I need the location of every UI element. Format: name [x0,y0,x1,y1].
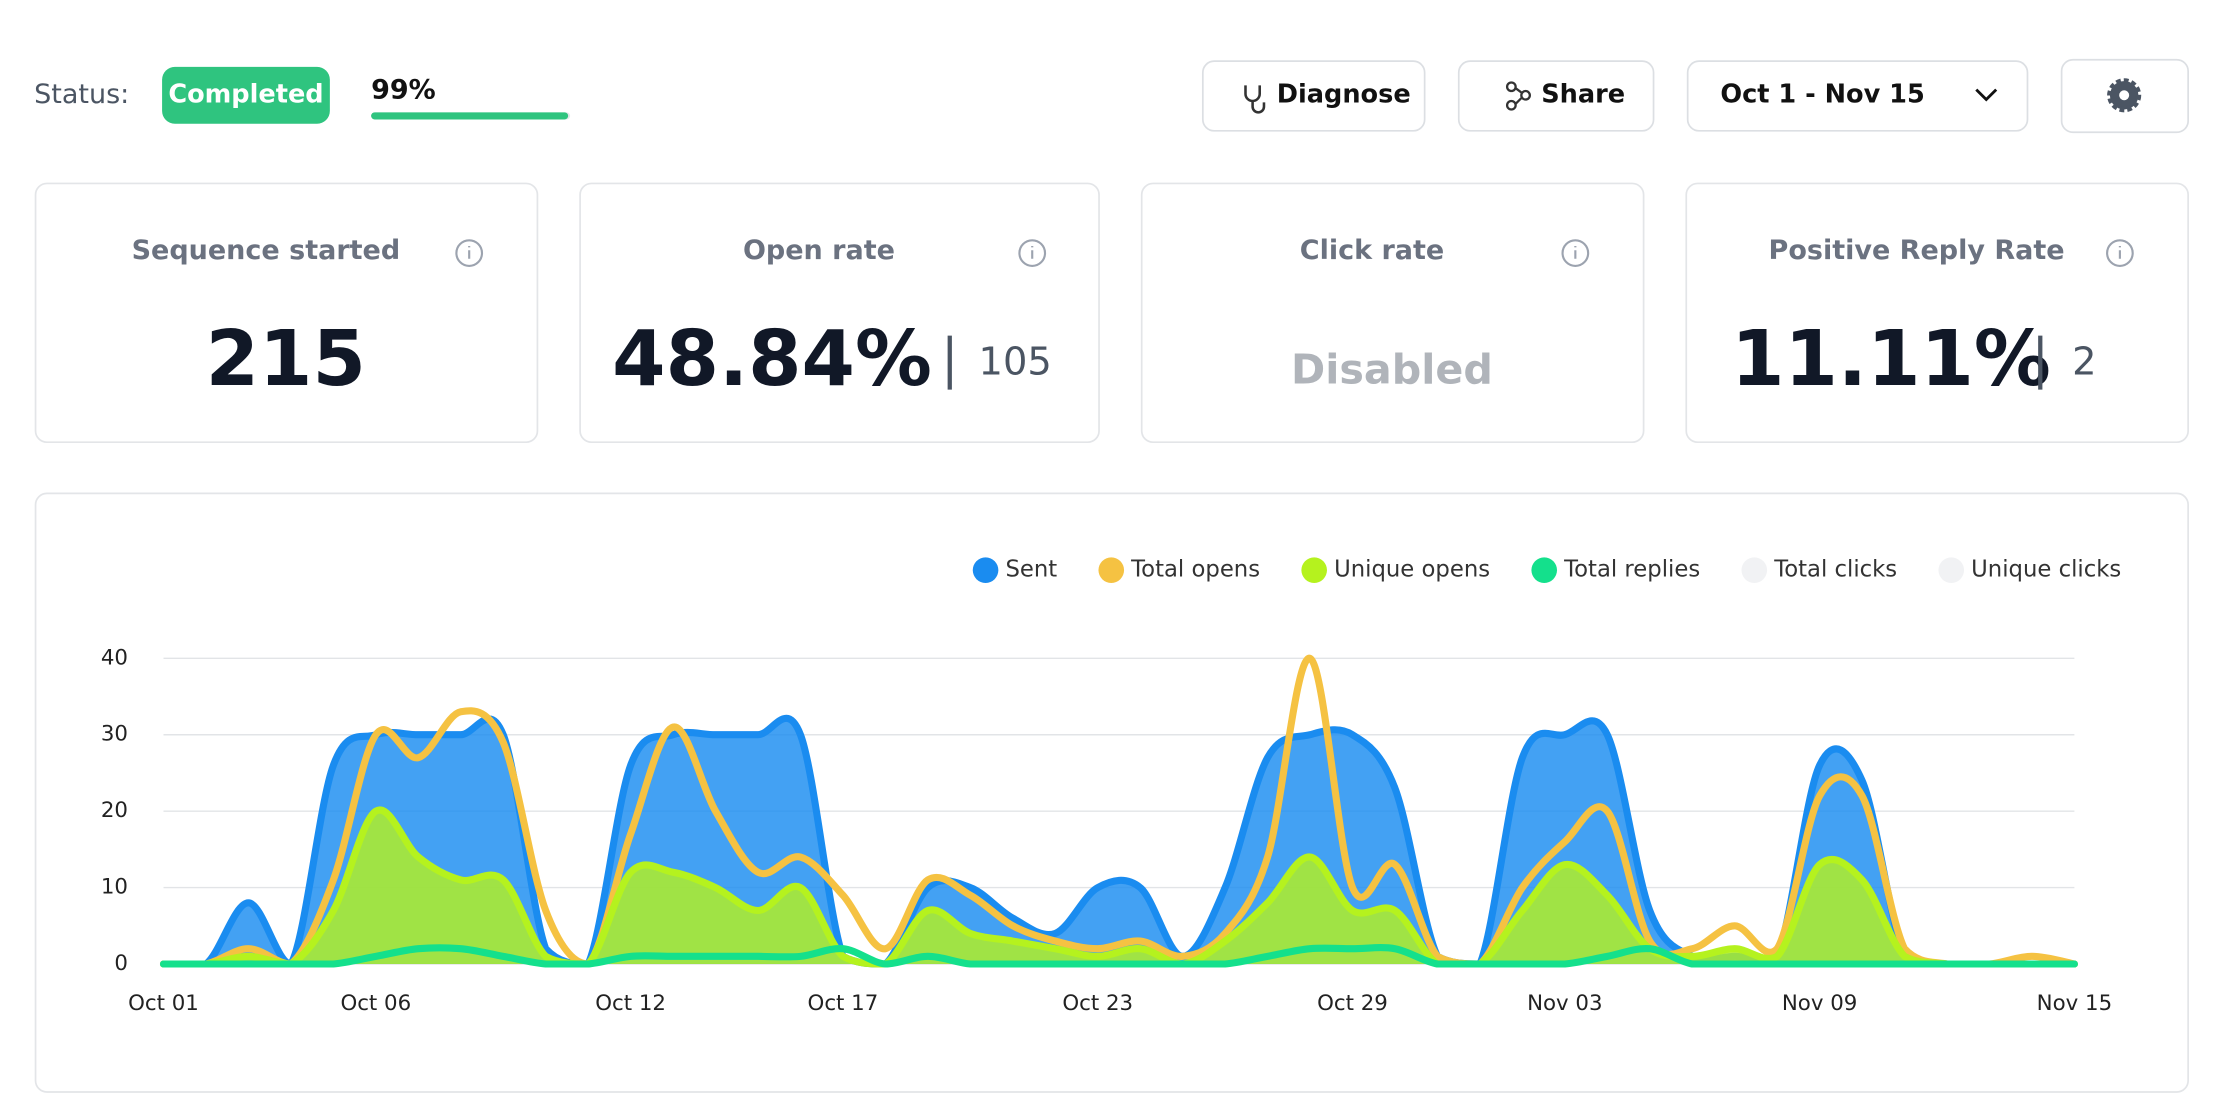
card-value: 48.84% [612,315,932,404]
share-icon [1505,81,1531,111]
diagnose-text: Diagnose [1277,79,1411,109]
progress-label: 99% [371,75,436,106]
date-range-text: Oct 1 - Nov 15 [1720,79,1924,109]
card-title: Open rate [743,235,895,266]
line [159,806,2078,968]
legend-label: Unique clicks [1971,557,2121,583]
legend-swatch [1098,557,1125,583]
card-count: 2 [2072,340,2096,385]
legend-label: Total replies [1563,557,1700,583]
x-tick-label: Oct 06 [340,991,411,1016]
line [159,944,2078,968]
area [163,809,2075,964]
status-badge [162,66,330,124]
share-text: Share [1541,79,1625,109]
line [159,654,2078,968]
card [1140,182,1645,444]
x-tick-label: Oct 01 [128,991,199,1016]
card-value: Disabled [1291,346,1493,394]
share-button[interactable] [1457,60,1655,132]
settings-icon [2107,78,2142,113]
legend-swatch [1531,557,1558,583]
y-tick-label: 0 [114,951,128,976]
card [34,182,539,444]
legend-swatch [1301,557,1327,583]
status-badge-text: Completed [168,79,323,109]
legend-label: Total clicks [1773,557,1897,583]
y-tick-label: 30 [101,722,128,747]
legend-swatch [1741,557,1768,583]
diagnose-icon [1244,85,1266,114]
chart: 0 10 20 30 40 Oct 01 Oct 06 Oct 12 Oct 17 Oct 23 O… [101,557,2121,1016]
legend-swatch [972,557,999,583]
y-tick-label: 20 [101,798,128,823]
x-tick-label: Oct 29 [1317,991,1388,1016]
legend-label: Total opens [1130,557,1260,583]
chevron [1975,88,1998,102]
date-range-select[interactable] [1686,60,2029,132]
card-value: 11.11% [1731,315,2051,404]
card-title: Positive Reply Rate [1769,235,2065,266]
x-tick-label: Nov 03 [1527,991,1603,1016]
card [579,182,1100,444]
legend-swatch [1938,557,1965,583]
x-tick-label: Oct 17 [808,991,879,1016]
info-icons [455,239,2134,267]
card-title: Click rate [1300,235,1444,266]
legend-label: Unique opens [1334,557,1490,583]
card-count: 105 [979,340,1052,385]
progress-fill [371,112,569,120]
legend-label: Sent [1005,557,1057,583]
y-tick-label: 10 [101,875,128,900]
x-tick-label: Oct 23 [1062,991,1133,1016]
x-tick-label: Oct 12 [595,991,666,1016]
card [1685,182,2189,444]
x-tick-label: Nov 09 [1782,991,1858,1016]
y-tick-label: 40 [101,645,128,670]
status-label: Status: [34,79,129,110]
card-value: 215 [206,315,366,404]
x-tick-label: Nov 15 [2037,991,2113,1016]
card-title: Sequence started [132,235,401,266]
